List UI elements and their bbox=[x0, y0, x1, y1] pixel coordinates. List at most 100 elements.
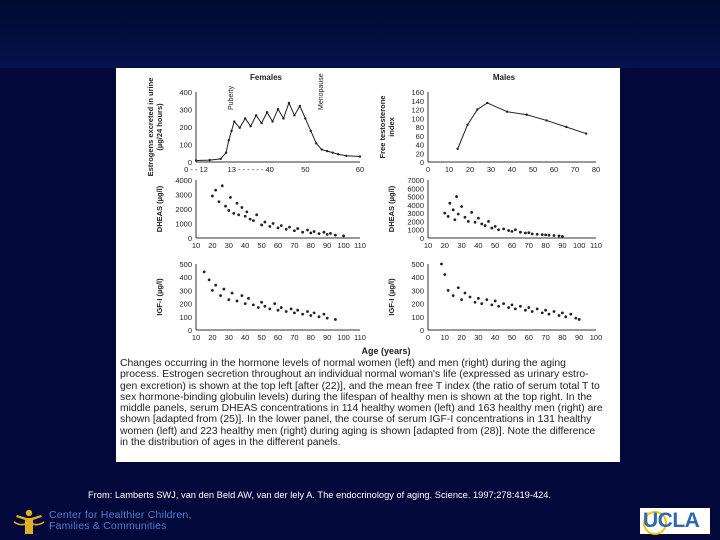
caption-line: gen excretion) is shown at the top left … bbox=[120, 380, 600, 392]
y-axis-label: Estrogens excreted in urine bbox=[146, 78, 155, 177]
data-point bbox=[227, 139, 230, 142]
data-point bbox=[317, 232, 321, 236]
x-tick-label: 0 - - 12 bbox=[184, 165, 208, 174]
data-point bbox=[540, 311, 544, 315]
data-point bbox=[545, 119, 548, 122]
data-point bbox=[524, 231, 527, 235]
data-point bbox=[483, 224, 487, 227]
data-point bbox=[240, 206, 244, 209]
data-point bbox=[476, 108, 479, 111]
data-point bbox=[288, 225, 291, 229]
data-point bbox=[446, 289, 450, 292]
source-citation: From: Lamberts SWJ, van den Beld AW, van… bbox=[88, 490, 552, 500]
data-point bbox=[547, 312, 551, 316]
ucla-logo: UCLA bbox=[640, 508, 710, 535]
y-tick-label: 200 bbox=[179, 123, 192, 132]
data-point bbox=[238, 126, 241, 129]
data-point bbox=[220, 184, 224, 188]
data-point bbox=[260, 121, 263, 125]
data-point bbox=[524, 308, 527, 312]
data-point bbox=[463, 291, 467, 295]
y-tick-label: 6000 bbox=[407, 184, 424, 193]
data-point bbox=[227, 209, 231, 212]
annotation-puberty: Puberty bbox=[228, 85, 235, 110]
x-tick-label: 70 bbox=[525, 241, 533, 250]
y-tick-label: 20 bbox=[416, 149, 424, 158]
data-point bbox=[211, 194, 214, 198]
data-point bbox=[202, 270, 206, 274]
x-tick-label: 80 bbox=[541, 241, 549, 250]
data-point bbox=[336, 153, 340, 156]
data-point bbox=[507, 306, 511, 309]
y-tick-label: 500 bbox=[411, 260, 424, 269]
figure-caption: Changes occurring in the hormone levels … bbox=[120, 358, 612, 448]
caption-line: shown [adapted from (25)]. In the lower … bbox=[120, 414, 592, 426]
x-tick-label: 30 bbox=[225, 241, 233, 250]
data-point bbox=[230, 291, 234, 295]
data-point bbox=[263, 220, 267, 224]
data-point bbox=[325, 316, 329, 320]
data-point bbox=[243, 214, 247, 218]
data-point bbox=[561, 234, 564, 238]
data-point bbox=[247, 296, 250, 300]
x-tick-label: 90 bbox=[323, 241, 331, 250]
chart-middle-left: 4000 3000 2000 1000 010 20 30 40 50 60 70 80 90 100 11… bbox=[155, 176, 366, 250]
data-point bbox=[569, 312, 573, 316]
y-axis-label: Free testosterone bbox=[378, 96, 387, 159]
y-tick-label: 2000 bbox=[407, 217, 424, 226]
data-point bbox=[466, 220, 470, 223]
y-tick-label: 100 bbox=[411, 313, 424, 322]
data-point bbox=[530, 310, 534, 313]
panel-title-males: Males bbox=[493, 73, 516, 82]
x-tick-label: 100 bbox=[337, 241, 350, 250]
data-point bbox=[325, 232, 329, 236]
y-tick-label: 60 bbox=[416, 132, 424, 141]
y-tick-label: 4000 bbox=[407, 201, 424, 210]
data-point bbox=[301, 230, 304, 234]
data-point bbox=[513, 307, 517, 311]
y-tick-label: 100 bbox=[411, 114, 424, 123]
data-point bbox=[530, 232, 534, 236]
data-point bbox=[309, 314, 313, 317]
data-point bbox=[525, 113, 529, 116]
x-tick-label: 30 bbox=[487, 165, 495, 174]
data-point bbox=[480, 222, 484, 226]
data-point bbox=[487, 220, 490, 223]
x-tick-label: 10 bbox=[424, 241, 432, 250]
y-tick-label: 2000 bbox=[175, 205, 192, 214]
org-branding: Center for Healthier Children, Families … bbox=[12, 508, 232, 536]
data-point bbox=[510, 229, 514, 233]
data-point bbox=[460, 205, 463, 208]
panel-title-females: Females bbox=[250, 73, 283, 82]
data-point bbox=[455, 195, 458, 198]
x-tick-label: 50 bbox=[257, 333, 265, 342]
x-tick-label: 10 bbox=[192, 241, 200, 250]
data-point bbox=[329, 231, 332, 235]
chart-bottom-left: 500 400 300 200 100 010 20 30 40 50 60 70 80 90 100 110… bbox=[155, 260, 366, 342]
org-name: Center for Healthier Children, Families … bbox=[49, 510, 192, 532]
y-tick-label: 400 bbox=[179, 273, 192, 282]
y-tick-label: 80 bbox=[416, 123, 424, 132]
x-tick-label: 60 bbox=[356, 165, 364, 174]
y-axis-label: IGF-I (µg/l) bbox=[155, 278, 164, 316]
data-point bbox=[273, 302, 277, 305]
x-tick-label: 60 bbox=[274, 333, 282, 342]
x-tick-label: 80 bbox=[307, 241, 315, 250]
data-point bbox=[243, 302, 247, 305]
y-tick-label: 300 bbox=[411, 286, 424, 295]
y-tick-label: 100 bbox=[179, 313, 192, 322]
data-point bbox=[453, 218, 457, 222]
x-tick-label: 20 bbox=[441, 241, 449, 250]
data-point bbox=[256, 306, 260, 309]
data-point bbox=[334, 233, 337, 237]
x-tick-label: 10 bbox=[192, 333, 200, 342]
data-point bbox=[271, 222, 275, 225]
y-tick-label: 0 bbox=[188, 158, 192, 167]
x-tick-label: 100 bbox=[337, 333, 350, 342]
data-point bbox=[276, 107, 280, 111]
data-point bbox=[460, 298, 463, 302]
x-tick-label: 60 bbox=[508, 241, 516, 250]
y-tick-label: 300 bbox=[179, 286, 192, 295]
data-point bbox=[304, 117, 307, 120]
